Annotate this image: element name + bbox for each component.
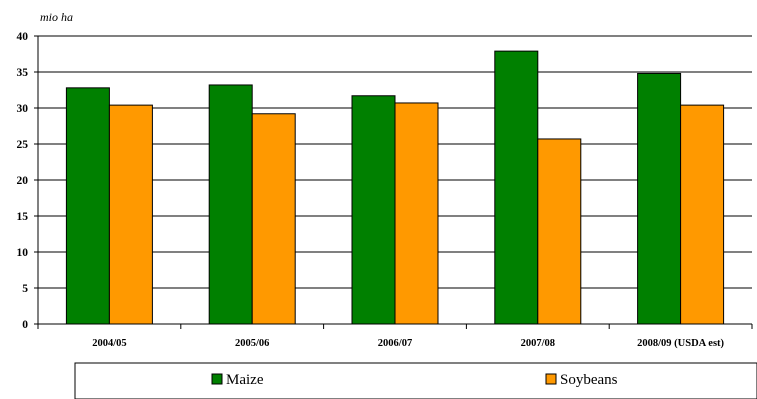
x-tick-label-3: 2007/08 [521, 338, 555, 349]
bar-soybeans-2 [394, 102, 439, 325]
legend-label-soybeans: Soybeans [560, 372, 618, 388]
legend-swatch-soybeans [545, 373, 557, 385]
bar-maize-1 [208, 84, 253, 325]
y-tick-label-3: 15 [17, 211, 29, 223]
bar-maize-4 [637, 72, 682, 325]
legend-box [74, 362, 757, 399]
bar-soybeans-0 [108, 104, 153, 325]
y-tick-label-1: 5 [22, 283, 28, 295]
legend-swatch-maize [211, 373, 223, 385]
x-axis-category-labels: 2004/05 2005/06 2006/07 2007/08 2008/09 (USD… [92, 338, 724, 349]
bar-soybeans-3 [537, 138, 582, 325]
y-axis-ticks: 0 5 10 15 20 25 30 35 40 [17, 31, 38, 331]
legend: Maize Soybeans [74, 362, 757, 399]
y-tick-label-6: 30 [17, 103, 29, 115]
y-tick-label-2: 10 [17, 247, 29, 259]
y-tick-label-4: 20 [17, 175, 29, 187]
y-tick-label-8: 40 [17, 31, 29, 43]
y-axis-unit-label: mio ha [40, 10, 73, 24]
bars [65, 50, 725, 325]
x-tick-label-0: 2004/05 [92, 338, 126, 349]
y-tick-label-5: 25 [17, 139, 29, 151]
x-tick-label-1: 2005/06 [235, 338, 269, 349]
x-tick-label-2: 2006/07 [378, 338, 412, 349]
bar-soybeans-1 [251, 113, 296, 325]
x-tick-label-4: 2008/09 (USDA est) [637, 338, 724, 349]
bar-maize-3 [494, 50, 539, 325]
bar-soybeans-4 [680, 104, 725, 325]
bar-maize-2 [351, 95, 396, 325]
y-tick-label-7: 35 [17, 67, 29, 79]
legend-label-maize: Maize [226, 372, 264, 388]
y-tick-label-0: 0 [22, 319, 28, 331]
bar-maize-0 [65, 87, 110, 325]
